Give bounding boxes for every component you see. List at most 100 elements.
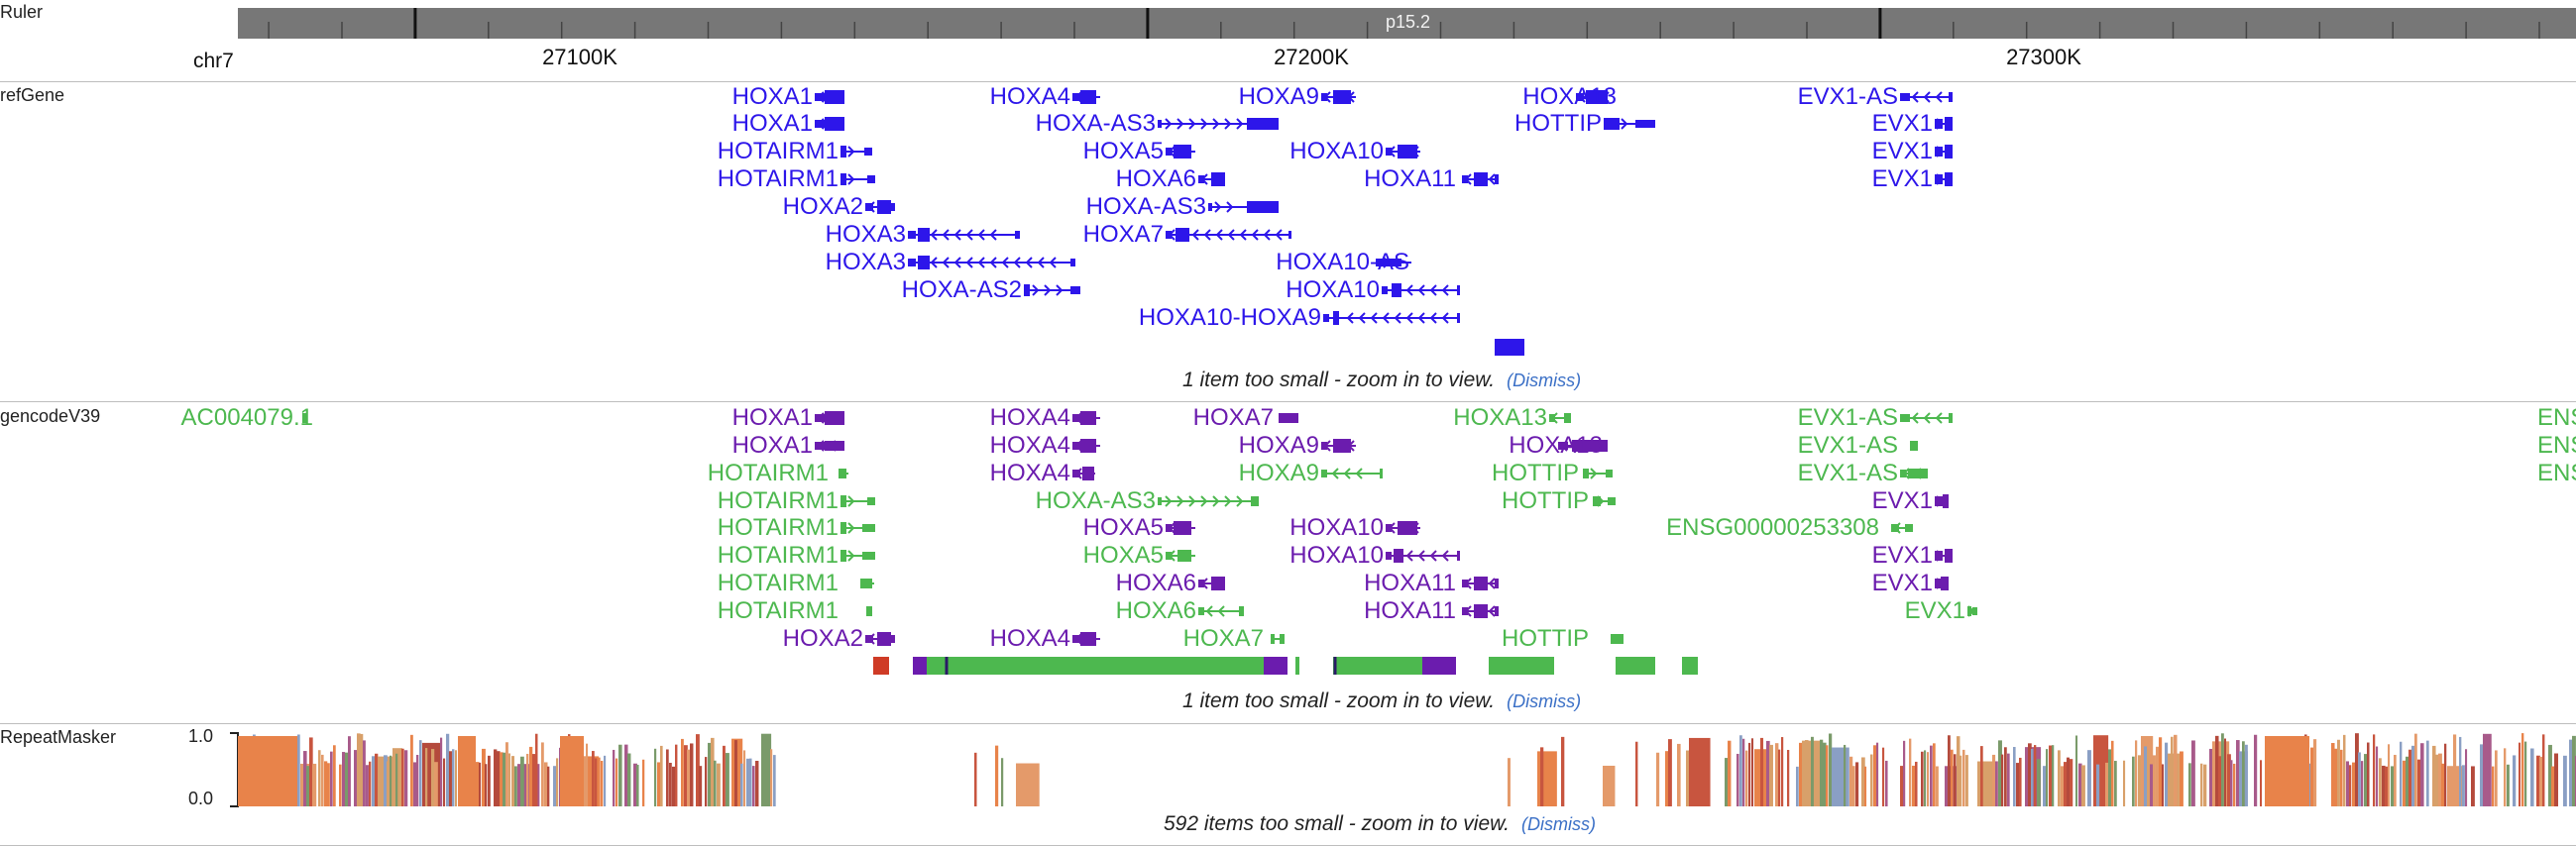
repeat-element-bar[interactable]: [1769, 744, 1773, 806]
repeat-element-bar[interactable]: [2254, 734, 2258, 806]
repeat-element-bar[interactable]: [2367, 742, 2370, 806]
repeat-element-bar[interactable]: [401, 748, 404, 806]
repeat-element-bar[interactable]: [2016, 763, 2020, 806]
repeat-element-bar[interactable]: [2171, 736, 2174, 806]
repeat-element-bar[interactable]: [675, 744, 678, 806]
repeat-element-bar[interactable]: [598, 757, 601, 806]
gencode-gene-label[interactable]: HOXA4: [989, 404, 1070, 431]
repeat-element-bar[interactable]: [749, 758, 752, 806]
repeat-element-bar[interactable]: [2075, 735, 2078, 806]
repeat-element-bar[interactable]: [384, 755, 388, 806]
too-small-item-block[interactable]: [1333, 657, 1422, 675]
repeat-element-bar[interactable]: [2385, 766, 2389, 806]
gencode-gene-label[interactable]: HOTAIRM1: [717, 514, 839, 541]
gene-glyph[interactable]: [1072, 411, 1100, 425]
refgene-gene-label[interactable]: HOTAIRM1: [717, 138, 839, 164]
repeat-element-bar[interactable]: [1760, 737, 1764, 806]
gene-glyph[interactable]: [1935, 494, 1949, 508]
gencode-gene-label[interactable]: ENS: [2537, 460, 2576, 486]
repeat-element-bar[interactable]: [696, 734, 700, 806]
repeat-element-bar[interactable]: [2453, 734, 2457, 806]
gene-glyph[interactable]: [1576, 90, 1610, 104]
repeat-element-bar[interactable]: [1739, 735, 1742, 806]
repeat-element-bar[interactable]: [717, 763, 721, 806]
repeat-element-bar[interactable]: [1965, 755, 1968, 806]
refgene-gene-label[interactable]: EVX1: [1871, 138, 1933, 164]
repeat-element-bar[interactable]: [2067, 757, 2071, 806]
repeat-element-bar[interactable]: [2400, 741, 2403, 806]
repeat-element-bar[interactable]: [541, 742, 544, 806]
repeat-element-bar[interactable]: [321, 754, 324, 806]
gene-glyph[interactable]: [1208, 201, 1279, 213]
repeat-element-bar[interactable]: [1745, 750, 1748, 806]
gene-glyph[interactable]: [1900, 91, 1953, 103]
gene-glyph[interactable]: [1166, 228, 1291, 242]
repeat-element-bar[interactable]: [2420, 743, 2424, 806]
repeat-element-bar[interactable]: [1951, 749, 1954, 806]
gene-glyph[interactable]: [1323, 311, 1460, 325]
repeat-element-bar[interactable]: [2340, 749, 2343, 806]
refgene-gene-label[interactable]: HOXA10-HOXA9: [1138, 304, 1321, 331]
gene-glyph[interactable]: [1198, 577, 1225, 590]
repeat-element-bar[interactable]: [592, 751, 595, 806]
repeat-element-bar[interactable]: [2230, 760, 2233, 806]
gene-glyph[interactable]: [840, 495, 875, 507]
gencode-gene-label[interactable]: EVX1-AS: [1797, 460, 1898, 486]
refgene-dismiss-label[interactable]: Dismiss: [1512, 371, 1576, 390]
repeat-element-bar[interactable]: [1960, 755, 1962, 806]
repeat-element-bar[interactable]: [494, 749, 498, 806]
gencode-gene-label[interactable]: ENS: [2537, 404, 2576, 431]
repeat-element-bar[interactable]: [1677, 743, 1681, 806]
repeat-element-bar[interactable]: [2379, 758, 2382, 806]
repeat-element-bar[interactable]: [1796, 766, 1799, 806]
repeat-element-bar[interactable]: [2200, 763, 2203, 806]
gene-glyph[interactable]: [865, 632, 895, 646]
repeat-element-bar[interactable]: [452, 749, 455, 806]
repeat-element-bar[interactable]: [443, 758, 446, 806]
repeat-element-bar[interactable]: [2168, 753, 2180, 806]
repeat-element-bar[interactable]: [2352, 762, 2356, 806]
repeat-element-bar[interactable]: [360, 733, 364, 806]
repeat-element-bar[interactable]: [2078, 763, 2082, 806]
too-small-item-block[interactable]: [1489, 657, 1554, 675]
gene-glyph[interactable]: [1158, 118, 1279, 130]
repeat-element-bar[interactable]: [2572, 735, 2576, 806]
repeat-element-bar[interactable]: [2138, 755, 2142, 806]
gencode-gene-label[interactable]: HOXA2: [782, 625, 863, 652]
repeat-element-bar[interactable]: [2426, 740, 2429, 806]
gene-glyph[interactable]: [1321, 90, 1356, 104]
repeat-element-bar[interactable]: [425, 748, 428, 806]
repeat-element-bar[interactable]: [2242, 741, 2245, 806]
repeat-element-bar[interactable]: [327, 763, 330, 806]
repeat-element-bar[interactable]: [1787, 750, 1790, 806]
repeat-element-bar[interactable]: [2406, 756, 2409, 806]
repeat-element-bar[interactable]: [434, 762, 438, 806]
repeat-element-block[interactable]: [2270, 736, 2309, 806]
repeat-element-bar[interactable]: [2218, 756, 2222, 806]
repeat-element-bar[interactable]: [2233, 763, 2236, 806]
repeat-element-bar[interactable]: [2150, 764, 2154, 806]
gencode-gene-label[interactable]: EVX1: [1871, 487, 1933, 514]
gencode-gene-label[interactable]: HOXA6: [1115, 570, 1196, 596]
repeat-element-bar[interactable]: [705, 757, 708, 806]
gene-glyph[interactable]: [1072, 467, 1095, 480]
gencode-gene-label[interactable]: EVX1: [1871, 542, 1933, 569]
repeat-element-bar[interactable]: [2507, 764, 2510, 806]
gene-glyph[interactable]: [1891, 522, 1913, 534]
gene-glyph[interactable]: [840, 146, 872, 158]
repeat-element-bar[interactable]: [1820, 739, 1824, 806]
repeat-element-bar[interactable]: [1805, 740, 1809, 806]
gene-glyph[interactable]: [1166, 521, 1195, 535]
repeat-element-bar[interactable]: [1995, 761, 1998, 806]
repeat-element-bar[interactable]: [2411, 745, 2415, 806]
repeat-element-bar[interactable]: [2052, 745, 2055, 806]
repeat-element-bar[interactable]: [1873, 745, 1877, 806]
refgene-gene-label[interactable]: HOXA13: [1522, 83, 1617, 110]
repeat-element-bar[interactable]: [312, 764, 316, 806]
repeat-element-bar[interactable]: [2504, 748, 2507, 806]
repeat-element-bar[interactable]: [1909, 738, 1912, 806]
repeat-element-bar[interactable]: [1540, 747, 1544, 806]
repeat-element-bar[interactable]: [342, 752, 346, 806]
repeat-element-bar[interactable]: [446, 733, 450, 806]
repeatmasker-track-label[interactable]: RepeatMasker: [0, 727, 117, 747]
